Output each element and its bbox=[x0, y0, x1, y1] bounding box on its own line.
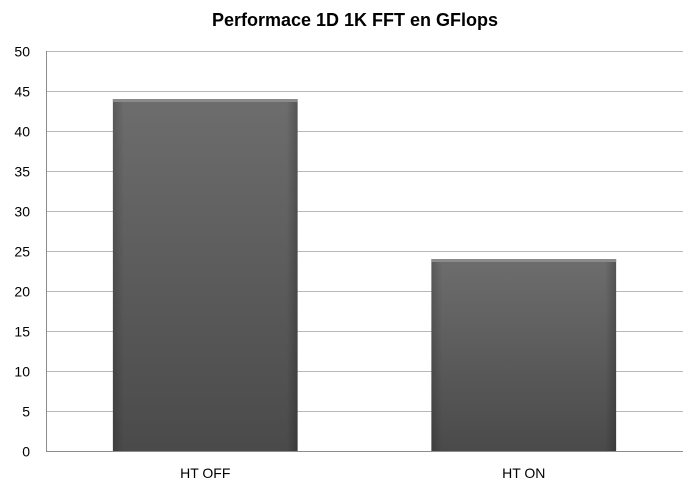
y-tick-label: 25 bbox=[14, 244, 30, 260]
y-tick-label: 40 bbox=[14, 124, 30, 140]
bar-shade bbox=[112, 99, 298, 451]
y-tick-label: 5 bbox=[22, 404, 30, 420]
bars bbox=[112, 99, 617, 451]
x-tick-label: HT OFF bbox=[180, 465, 230, 481]
bar-top-bevel bbox=[431, 259, 617, 262]
chart-title: Performace 1D 1K FFT en GFlops bbox=[212, 10, 498, 30]
y-tick-label: 45 bbox=[14, 84, 30, 100]
bar-top-bevel bbox=[112, 99, 298, 102]
bar bbox=[431, 259, 617, 451]
y-tick-label: 0 bbox=[22, 444, 30, 460]
bar-shade bbox=[431, 259, 617, 451]
y-tick-label: 35 bbox=[14, 164, 30, 180]
y-axis-ticks: 0 5 10 15 20 25 30 35 40 45 50 bbox=[14, 44, 30, 460]
x-tick-label: HT ON bbox=[502, 465, 545, 481]
bar bbox=[112, 99, 298, 451]
x-axis-ticks: HT OFF HT ON bbox=[180, 465, 545, 481]
y-tick-label: 50 bbox=[14, 44, 30, 60]
y-tick-label: 30 bbox=[14, 204, 30, 220]
y-tick-label: 20 bbox=[14, 284, 30, 300]
y-tick-label: 15 bbox=[14, 324, 30, 340]
y-tick-label: 10 bbox=[14, 364, 30, 380]
